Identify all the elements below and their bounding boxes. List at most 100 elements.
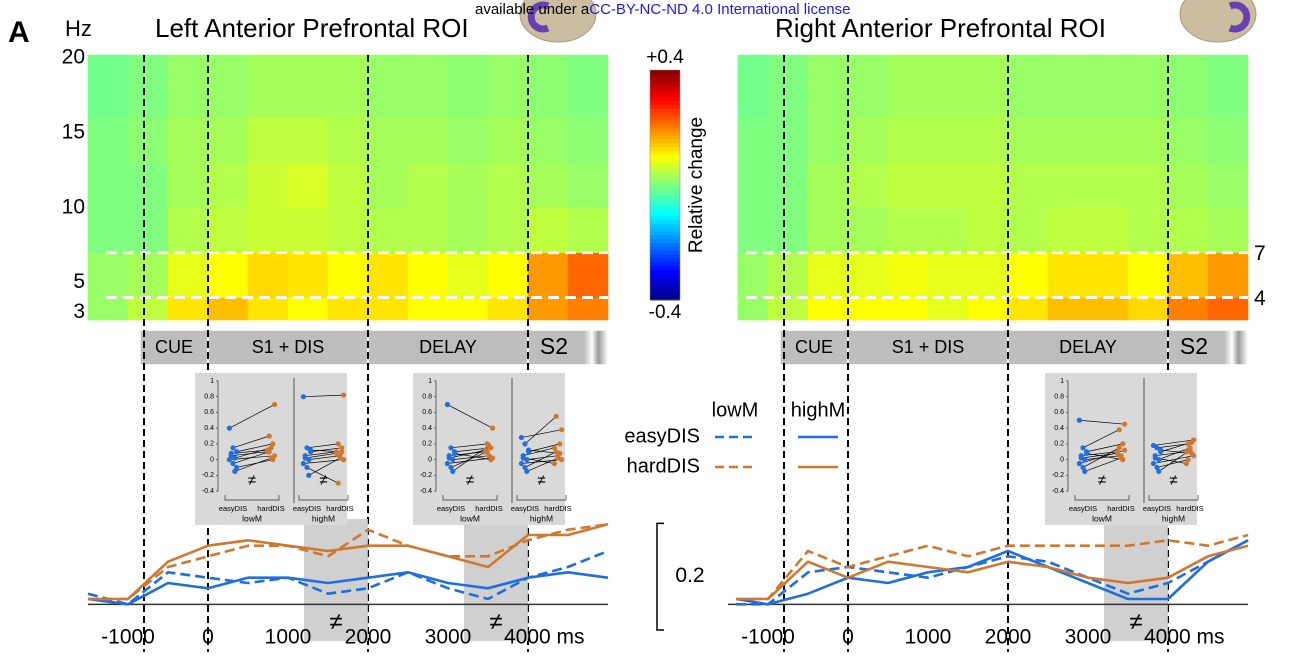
heatmap-cell xyxy=(1207,297,1249,321)
subject-point xyxy=(551,460,558,467)
colorbar-step xyxy=(650,257,680,263)
heatmap-cell xyxy=(927,54,969,119)
heatmap-cell xyxy=(1087,54,1129,119)
inset-tick-label: 0.8 xyxy=(1054,394,1064,401)
inset-tick-label: 1 xyxy=(210,378,214,385)
heatmap-cell xyxy=(167,162,209,209)
colorbar-step xyxy=(650,208,680,213)
inset-tick-label: -0.2 xyxy=(202,472,214,479)
colorbar-step xyxy=(650,292,680,297)
heatmap-cell xyxy=(407,162,449,209)
heatmap-cell xyxy=(367,54,409,119)
heatmap-cell xyxy=(567,162,609,209)
subject-point xyxy=(450,468,456,474)
condition-label: easyDIS xyxy=(219,504,247,513)
heatmap-cell xyxy=(847,252,889,298)
subject-point xyxy=(264,447,270,453)
heatmap-cell xyxy=(167,54,209,119)
subject-point xyxy=(1078,455,1084,461)
heatmap-cell xyxy=(327,207,369,253)
heatmap-cell xyxy=(1127,117,1169,164)
epoch-bar xyxy=(779,329,849,366)
subject-point xyxy=(1150,460,1156,467)
colorbar-step xyxy=(650,139,680,144)
subject-point xyxy=(1189,439,1195,445)
heatmap-cell xyxy=(87,54,129,119)
inset-significance: ≠ xyxy=(466,472,474,489)
license-note: available under aCC-BY-NC-ND 4.0 Interna… xyxy=(475,1,850,18)
pair-line xyxy=(1082,429,1120,449)
colorbar-step xyxy=(650,165,680,171)
subject-point xyxy=(557,441,563,447)
subject-point xyxy=(1084,450,1090,456)
heatmap-cell xyxy=(527,162,569,209)
inset-tick-label: 0 xyxy=(428,456,432,463)
subject-point xyxy=(266,433,272,439)
subject-point xyxy=(482,447,488,453)
heatmap-cell xyxy=(767,252,809,298)
heatmap-cell xyxy=(1127,252,1169,298)
epoch-label: CUE xyxy=(155,337,193,357)
colorbar-step xyxy=(650,181,680,186)
heatmap-cell xyxy=(247,117,289,164)
subject-point xyxy=(1185,457,1191,463)
subject-point xyxy=(526,447,532,453)
colorbar-step xyxy=(650,96,680,102)
series-line xyxy=(735,539,1249,606)
subject-point xyxy=(448,445,454,451)
subject-point xyxy=(522,464,528,471)
heatmap-cell xyxy=(247,207,289,253)
subject-point xyxy=(339,445,345,451)
pair-line xyxy=(526,455,559,460)
heatmap-cell xyxy=(1087,207,1129,253)
heatmap-cell xyxy=(527,117,569,164)
inset-significance: ≠ xyxy=(319,472,327,489)
colorbar-step xyxy=(650,173,680,178)
heatmap-cell xyxy=(927,297,969,321)
heatmap-cell xyxy=(737,297,769,321)
heatmap-cell xyxy=(87,207,129,253)
heatmap-cell xyxy=(367,162,409,209)
subject-point xyxy=(1080,464,1086,471)
subject-point xyxy=(228,450,234,456)
inset-significance: ≠ xyxy=(248,472,256,489)
heatmap-cell xyxy=(847,297,889,321)
inset-tick-label: 0.6 xyxy=(422,409,432,416)
colorbar-step xyxy=(650,108,680,113)
x-tick-label: -1000 xyxy=(741,626,795,649)
heatmap-cell xyxy=(487,207,529,253)
heatmap-cell xyxy=(1087,117,1129,164)
subject-point xyxy=(232,455,238,461)
colorbar-step xyxy=(650,204,680,209)
heatmap-cell xyxy=(487,252,529,298)
x-tick-label: 3000 xyxy=(425,626,472,649)
y-tick-label: 15 xyxy=(62,120,85,143)
group-bracket xyxy=(1148,495,1199,501)
heatmap-cell xyxy=(767,297,809,321)
y-axis-label: Hz xyxy=(65,16,92,41)
heatmap-cell xyxy=(407,252,449,298)
heatmap-cell xyxy=(1007,252,1049,298)
license-link[interactable]: CC-BY-NC-ND 4.0 International license xyxy=(589,1,850,18)
heatmap-cell xyxy=(127,207,169,253)
subject-point xyxy=(333,450,339,456)
heatmap-cell xyxy=(1167,207,1209,253)
heatmap-cell xyxy=(287,54,329,119)
colorbar-step xyxy=(650,154,680,159)
pair-line xyxy=(1084,455,1122,460)
heatmap-cell xyxy=(567,252,609,298)
condition-label: easyDIS xyxy=(293,504,321,513)
heatmap-cell xyxy=(87,162,129,209)
colorbar-step xyxy=(650,112,680,117)
scale-bar xyxy=(656,522,664,631)
condition-label: hardDIS xyxy=(475,504,503,513)
x-tick-label: 4000 ms xyxy=(504,626,585,649)
heatmap-cell xyxy=(327,252,369,298)
legend-column: highM xyxy=(791,399,845,421)
inset-tick-label: 0.8 xyxy=(204,394,214,401)
x-tick-label: 3000 xyxy=(1065,626,1112,649)
band-label: 4 xyxy=(1254,287,1266,310)
heatmap-cell xyxy=(737,162,769,209)
